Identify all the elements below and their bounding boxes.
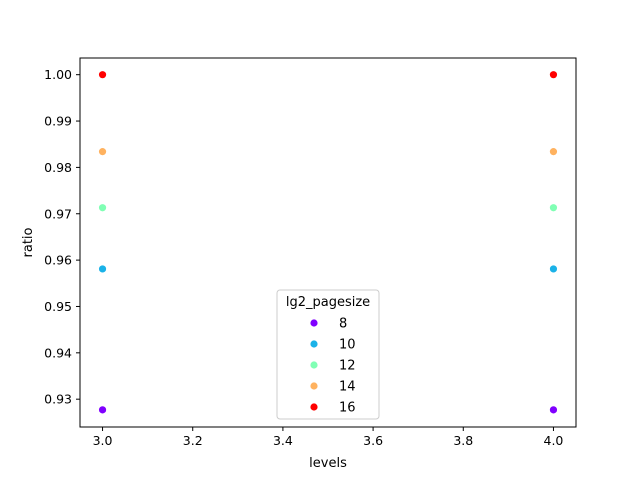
legend-marker — [310, 403, 318, 411]
legend-items: 8 10 12 14 16 — [310, 317, 356, 416]
data-point — [549, 71, 558, 79]
legend-label: 16 — [339, 401, 356, 416]
data-point — [98, 71, 107, 79]
x-tick-label: 3.6 — [363, 433, 383, 448]
y-tick-label: 0.96 — [44, 253, 72, 268]
y-tick-label: 0.93 — [44, 392, 72, 407]
x-tick-label: 3.4 — [273, 433, 293, 448]
legend-label: 10 — [339, 338, 356, 353]
x-tick-label: 3.0 — [93, 433, 113, 448]
x-axis-ticks: 3.0 3.2 3.4 3.6 3.8 4.0 — [93, 427, 564, 448]
y-tick-label: 0.95 — [44, 299, 72, 314]
y-tick-label: 0.98 — [44, 160, 72, 175]
legend-title: lg2_pagesize — [286, 295, 370, 310]
legend-label: 8 — [339, 317, 347, 332]
x-tick-label: 3.8 — [453, 433, 473, 448]
legend-marker — [310, 382, 318, 390]
y-tick-label: 0.99 — [44, 114, 72, 129]
legend-label: 12 — [339, 359, 356, 374]
legend-marker — [310, 340, 318, 348]
data-point — [98, 204, 107, 212]
x-tick-label: 4.0 — [544, 433, 564, 448]
data-point — [98, 265, 107, 273]
y-tick-label: 0.97 — [44, 206, 72, 221]
data-point — [98, 148, 107, 156]
legend: lg2_pagesize 8 10 12 14 16 — [276, 289, 380, 420]
data-point — [98, 406, 107, 414]
y-axis-ticks: 0.93 0.94 0.95 0.96 0.97 0.98 0.99 1.00 — [44, 67, 80, 407]
data-point — [549, 406, 558, 414]
legend-label: 14 — [339, 380, 356, 395]
y-tick-label: 1.00 — [44, 67, 72, 82]
legend-marker — [310, 361, 318, 369]
data-point — [549, 204, 558, 212]
data-points — [98, 71, 558, 414]
data-point — [549, 265, 558, 273]
data-point — [549, 148, 558, 156]
x-axis-label: levels — [309, 456, 347, 471]
legend-box — [276, 289, 380, 420]
y-axis-label: ratio — [21, 227, 36, 257]
y-tick-label: 0.94 — [44, 345, 72, 360]
legend-marker — [310, 319, 318, 327]
x-tick-label: 3.2 — [183, 433, 203, 448]
